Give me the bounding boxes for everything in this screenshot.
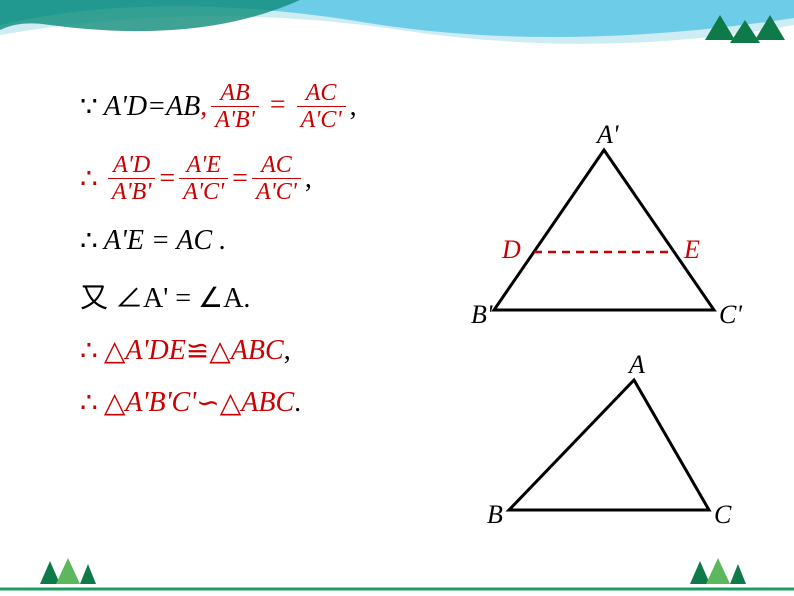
therefore-symbol: ∴ — [80, 386, 96, 420]
trees-right — [690, 558, 746, 584]
proof-line-1: ∵ A'D=AB , ABA'B' = ACA'C' , — [80, 80, 357, 134]
text: A'D=AB — [104, 91, 200, 123]
triangle-2: A B C — [499, 370, 729, 530]
vertex-b: B — [487, 500, 503, 530]
vertex-c-prime: C' — [719, 300, 742, 330]
proof-content: ∵ A'D=AB , ABA'B' = ACA'C' , ∴ A'DA'B' =… — [80, 80, 357, 438]
comma: , — [200, 91, 207, 123]
vertex-c: C — [714, 500, 731, 530]
vertex-e: E — [684, 235, 700, 265]
vertex-a: A — [629, 350, 645, 380]
triangle-1: A' B' C' D E — [484, 140, 744, 340]
proof-line-4: 又 ∠A' = ∠A. — [80, 276, 357, 316]
header-decoration — [0, 0, 794, 80]
trees-left — [40, 558, 96, 584]
because-symbol: ∵ — [80, 90, 96, 124]
diagrams-area: A' B' C' D E A B C — [484, 140, 744, 530]
proof-line-6: ∴ △A'B'C' ∽ △ABC . — [80, 386, 357, 420]
footer-decoration — [0, 556, 794, 596]
proof-line-5: ∴ △A'DE ≌ △ABC , — [80, 334, 357, 368]
therefore-symbol: ∴ — [80, 224, 96, 258]
vertex-b-prime: B' — [471, 300, 492, 330]
proof-line-2: ∴ A'DA'B' = A'EA'C' = ACA'C' , — [80, 152, 357, 206]
end: , — [350, 91, 357, 123]
proof-line-3: ∴ A'E = AC . — [80, 224, 357, 258]
triangle-2-svg — [499, 370, 729, 530]
therefore-symbol: ∴ — [80, 162, 96, 196]
vertex-a-prime: A' — [597, 120, 618, 150]
vertex-d: D — [502, 235, 521, 265]
fraction-group: ABA'B' = ACA'C' — [207, 80, 349, 134]
therefore-symbol: ∴ — [80, 334, 96, 368]
triangle-1-svg — [484, 140, 744, 340]
